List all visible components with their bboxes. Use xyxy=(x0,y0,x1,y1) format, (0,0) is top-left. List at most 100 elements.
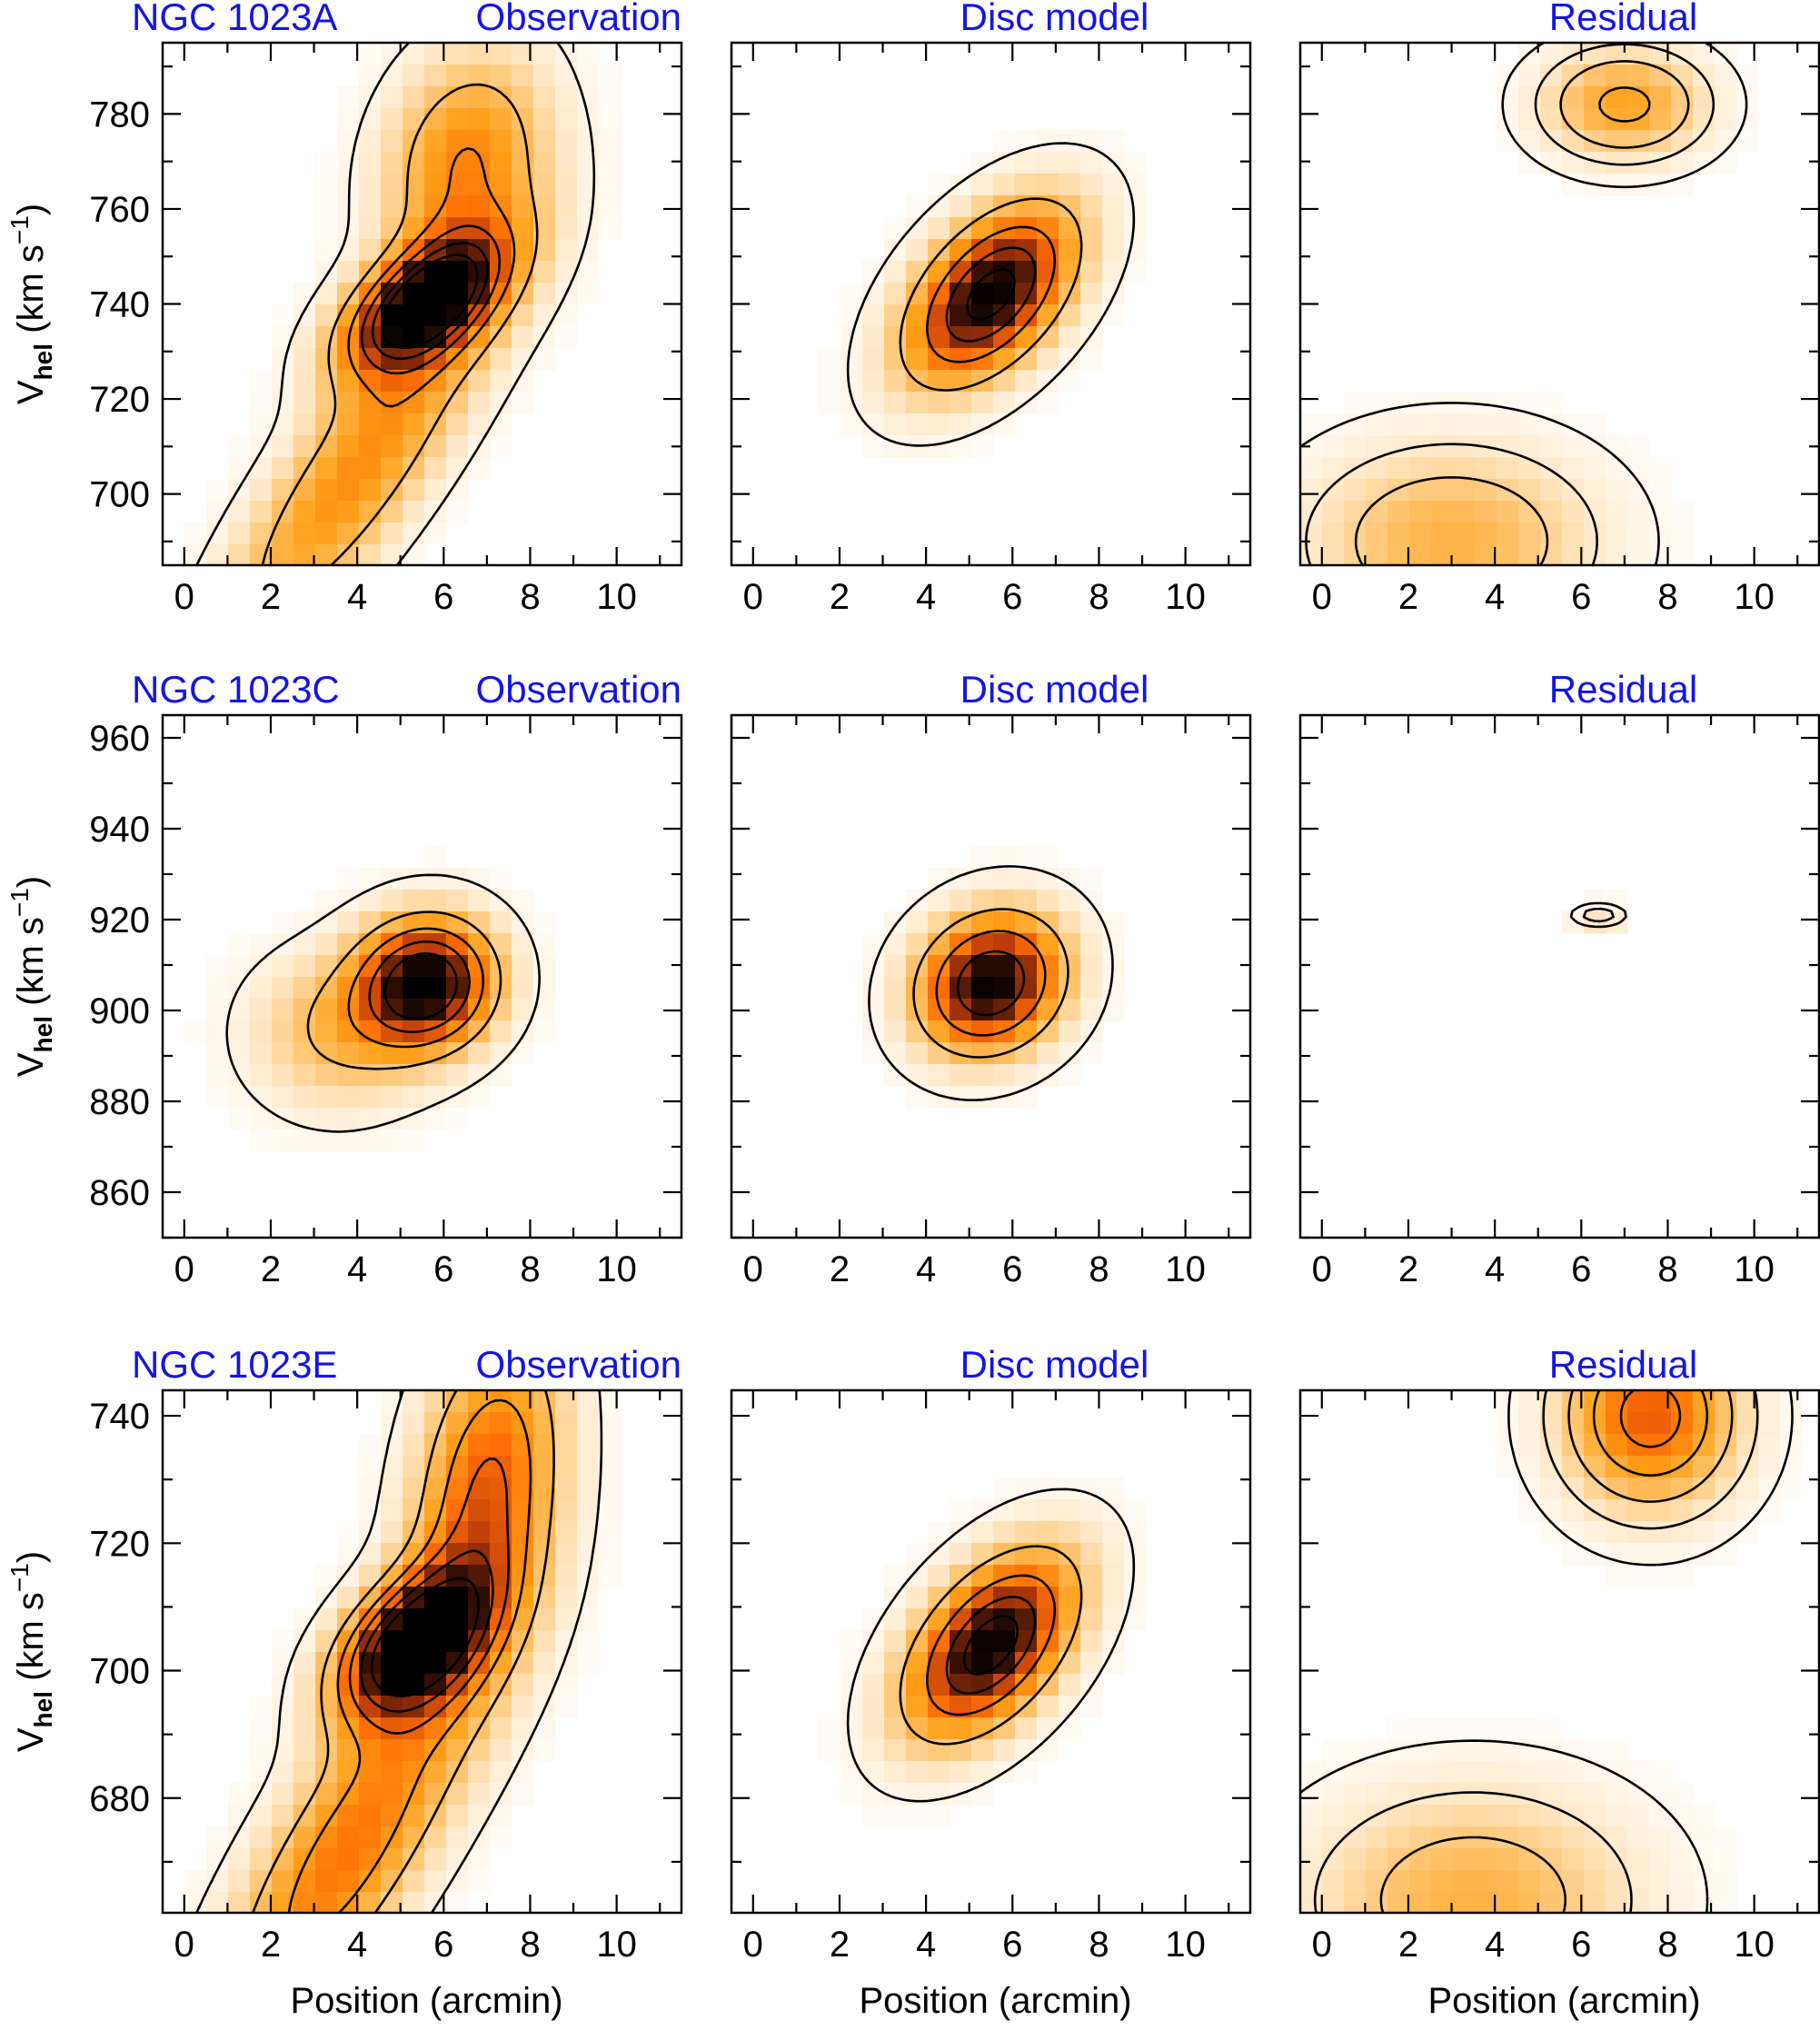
heatmap-cell xyxy=(293,283,316,305)
heatmap-cell xyxy=(512,1674,534,1697)
heatmap-cell xyxy=(1015,868,1038,891)
heatmap-cell xyxy=(950,1086,972,1109)
heatmap-cell xyxy=(1497,86,1519,109)
x-tick-label: 2 xyxy=(830,1925,850,1965)
heatmap-cell xyxy=(1059,1674,1081,1697)
heatmap-cell xyxy=(1475,544,1497,565)
heatmap-cell xyxy=(512,195,534,218)
contour-level xyxy=(370,1577,480,1697)
heatmap-cell xyxy=(272,435,294,458)
heatmap-cell xyxy=(1562,522,1585,545)
heatmap-cell xyxy=(819,1739,841,1762)
heatmap-cell xyxy=(950,911,972,934)
heatmap-cell xyxy=(1584,1870,1606,1893)
panel-title-galaxy: NGC 1023C xyxy=(132,668,340,711)
heatmap-cell xyxy=(1715,1390,1737,1413)
heatmap-cell xyxy=(228,501,251,523)
heatmap-cell xyxy=(1627,501,1650,523)
heatmap-cell xyxy=(1475,501,1497,523)
heatmap-cell xyxy=(1627,544,1650,565)
heatmap-cell xyxy=(1080,1478,1103,1500)
x-tick-label: 8 xyxy=(1657,1925,1677,1965)
heatmap-cell xyxy=(1540,1805,1563,1827)
heatmap-cell xyxy=(490,1434,512,1457)
heatmap-cell xyxy=(1059,1630,1081,1653)
x-tick-label: 8 xyxy=(1089,577,1109,617)
heatmap-cell xyxy=(381,1783,403,1806)
heatmap-cell xyxy=(1606,1761,1628,1784)
heatmap-cell xyxy=(446,1064,469,1087)
heatmap-cell xyxy=(1366,1892,1388,1913)
heatmap-cell xyxy=(971,1565,994,1587)
heatmap-cell xyxy=(1518,544,1541,565)
heatmap-cell xyxy=(359,1783,382,1806)
heatmap-cell xyxy=(1627,1892,1650,1913)
heatmap-cell xyxy=(250,501,273,523)
heatmap-cell xyxy=(424,1064,447,1087)
heatmap-cell xyxy=(359,911,382,934)
heatmap-cell xyxy=(206,1892,229,1913)
heatmap-cell xyxy=(250,977,273,1000)
heatmap-cell xyxy=(950,977,972,1000)
heatmap-cell xyxy=(1387,1848,1410,1871)
heatmap-cell xyxy=(403,1608,425,1631)
heatmap-cell xyxy=(1584,1805,1606,1827)
heatmap-cell xyxy=(490,1739,512,1762)
tick-marks xyxy=(731,43,1250,565)
heatmap-cell xyxy=(599,1478,622,1500)
heatmap-cell xyxy=(490,435,512,458)
heatmap-cell xyxy=(206,999,229,1021)
heatmap-cell xyxy=(884,1565,907,1587)
heatmap-cell xyxy=(1606,479,1628,502)
heatmap-cell xyxy=(1540,1892,1563,1913)
heatmap-cell xyxy=(993,261,1016,284)
heatmap-cell xyxy=(1540,544,1563,565)
heatmap-cell xyxy=(228,1892,251,1913)
heatmap-cell xyxy=(468,1805,491,1827)
heatmap-cell xyxy=(381,1652,403,1675)
heatmap-cell xyxy=(1649,501,1672,523)
heatmap-cell xyxy=(862,370,885,393)
heatmap-cell xyxy=(512,86,534,109)
heatmap-cell xyxy=(862,999,885,1021)
heatmap-cell xyxy=(272,1129,294,1152)
heatmap-cell xyxy=(359,479,382,502)
contour-level xyxy=(383,952,459,1020)
heatmap-cell xyxy=(1649,152,1672,174)
heatmap-cell xyxy=(206,1042,229,1065)
heatmap-cell xyxy=(403,1390,425,1413)
heatmap-cell xyxy=(315,304,338,327)
heatmap-cell xyxy=(971,195,994,218)
heatmap-cell xyxy=(577,283,600,305)
heatmap-cell xyxy=(1497,1870,1519,1893)
heatmap-cell xyxy=(533,283,556,305)
heatmap-cell xyxy=(1037,217,1059,240)
heatmap-cell xyxy=(950,1761,972,1784)
heatmap-cell xyxy=(928,1717,950,1740)
x-tick-label: 8 xyxy=(1657,577,1677,617)
heatmap-cell xyxy=(599,1543,622,1566)
heatmap-cell xyxy=(1562,1783,1585,1806)
heatmap-cell xyxy=(1322,457,1345,480)
heatmap-cell xyxy=(1344,1783,1367,1806)
heatmap-cell xyxy=(555,1521,578,1544)
heatmap-cell xyxy=(884,1608,907,1631)
heatmap-cell xyxy=(424,130,447,153)
heatmap-cell xyxy=(1409,501,1432,523)
heatmap-cell xyxy=(1518,1805,1541,1827)
heatmap-cells xyxy=(184,43,622,565)
heatmap-cell xyxy=(1015,955,1038,978)
heatmap-cell xyxy=(1015,1499,1038,1522)
heatmap-cell xyxy=(950,1587,972,1609)
heatmap-cell xyxy=(555,217,578,240)
heatmap-cell xyxy=(1431,1717,1454,1740)
heatmap-cell xyxy=(1059,1499,1081,1522)
heatmap-cell xyxy=(1715,1456,1737,1478)
heatmap-cell xyxy=(862,392,885,414)
heatmap-cell xyxy=(1562,1870,1585,1893)
heatmap-cell xyxy=(293,370,316,393)
heatmap-cell xyxy=(468,1086,491,1109)
heatmap-cell xyxy=(446,1826,469,1849)
heatmap-cell xyxy=(228,933,251,956)
heatmap-cell xyxy=(490,43,512,65)
